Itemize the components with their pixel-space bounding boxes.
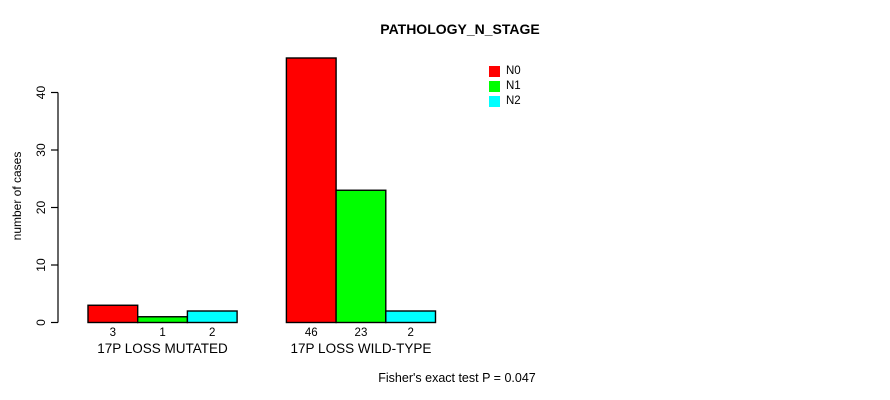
legend-item: N0 xyxy=(489,64,521,79)
legend-item: N1 xyxy=(489,79,521,94)
bar xyxy=(87,304,139,324)
legend-swatch-N1 xyxy=(489,81,500,92)
bar-value-label: 23 xyxy=(355,327,368,339)
bar-value-label: 3 xyxy=(110,327,116,339)
y-tick-label: 20 xyxy=(34,201,48,215)
y-tick-label: 10 xyxy=(34,258,48,272)
bar-value-label: 1 xyxy=(159,327,165,339)
legend-item: N2 xyxy=(489,94,521,109)
y-tick-label: 30 xyxy=(34,143,48,157)
bar xyxy=(136,316,189,324)
y-tick-label: 40 xyxy=(34,86,48,100)
chart-title: PATHOLOGY_N_STAGE xyxy=(380,21,540,37)
y-tick-label: 0 xyxy=(34,319,48,326)
group-label: 17P LOSS WILD-TYPE xyxy=(291,341,432,356)
legend-swatch-N2 xyxy=(489,96,500,107)
bar xyxy=(335,189,387,324)
bar-value-label: 46 xyxy=(305,327,318,339)
bar-value-label: 2 xyxy=(209,327,215,339)
legend: N0 N1 N2 xyxy=(489,64,521,109)
legend-swatch-N0 xyxy=(489,66,500,77)
annotation-text: Fisher's exact test P = 0.047 xyxy=(378,371,536,385)
bar xyxy=(385,310,437,324)
bar-value-label: 2 xyxy=(407,327,413,339)
bar xyxy=(285,57,337,324)
bar xyxy=(186,310,238,324)
group-label: 17P LOSS MUTATED xyxy=(97,341,228,356)
legend-label: N0 xyxy=(506,65,521,77)
legend-label: N1 xyxy=(506,80,521,92)
legend-label: N2 xyxy=(506,95,521,107)
